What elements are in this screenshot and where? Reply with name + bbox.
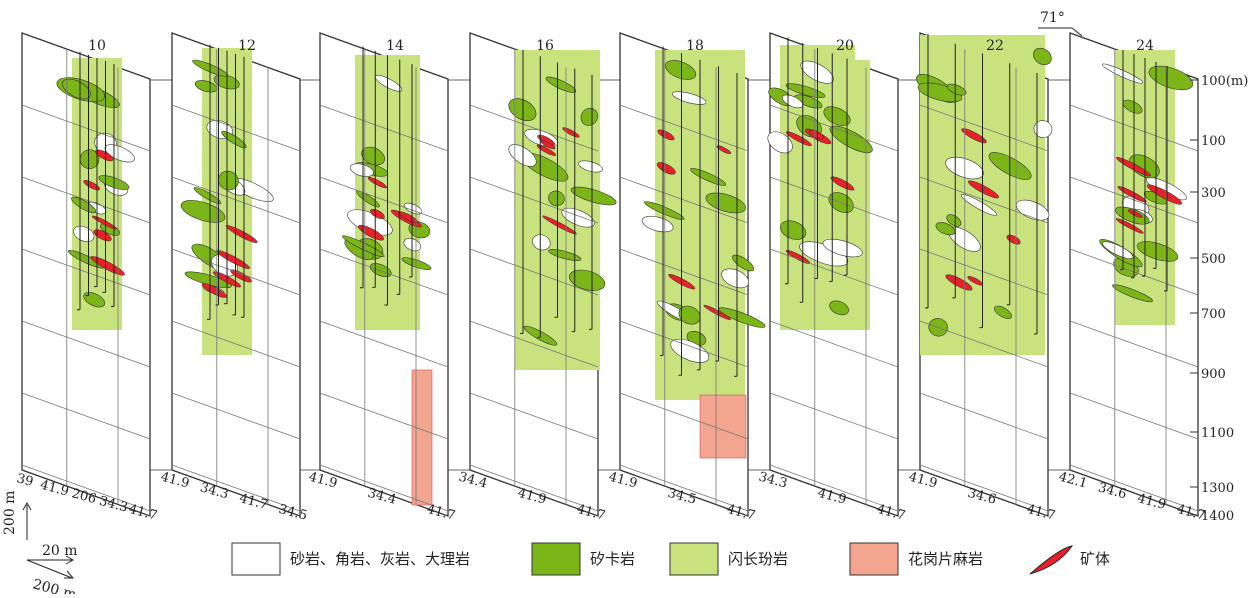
scale-vertical: 200 m — [2, 491, 18, 535]
section-label: 20 — [836, 38, 854, 54]
section-label: 14 — [386, 38, 404, 54]
legend: 砂岩、角岩、灰岩、大理岩 矽卡岩 闪长玢岩 花岗片麻岩 矿体 — [232, 543, 1110, 575]
legend-label: 矽卡岩 — [590, 550, 635, 568]
bottom-label: 41.7 — [575, 502, 607, 524]
bottom-label: 39 — [15, 471, 35, 490]
legend-swatch — [1030, 546, 1072, 574]
legend-swatch — [232, 543, 280, 575]
legend-swatch — [532, 543, 580, 575]
bottom-label: 41.7 — [725, 502, 757, 524]
fence-diagram: 71° 200 m 20 m 200 m 103941.920634.341.7… — [0, 0, 1259, 594]
orientation-label: 71° — [1040, 10, 1065, 26]
scale-depth: 200 m — [31, 576, 78, 594]
depth-label: 1300 — [1201, 481, 1234, 496]
section-label: 16 — [536, 38, 554, 54]
legend-swatch — [850, 543, 898, 575]
section-label: 18 — [686, 38, 704, 54]
depth-label: 100 — [1201, 134, 1226, 149]
section-panel: 1634.441.941.7 — [457, 33, 618, 524]
legend-swatch — [670, 543, 718, 575]
bottom-label: 41.7 — [1025, 502, 1057, 524]
bottom-label: 41.7 — [875, 502, 907, 524]
scale-bar — [23, 503, 73, 578]
legend-label: 闪长玢岩 — [728, 550, 788, 568]
depth-label: 700 — [1201, 307, 1226, 322]
bottom-label: 41.7 — [425, 502, 457, 524]
legend-label: 矿体 — [1080, 550, 1110, 568]
section-label: 12 — [238, 38, 256, 54]
granite-gneiss — [700, 395, 746, 458]
section-label: 10 — [88, 38, 106, 54]
bottom-label: 41.7 — [127, 502, 159, 524]
depth-label: 500 — [1201, 252, 1226, 267]
bottom-label: 34.5 — [277, 502, 309, 524]
depth-axis: 100(m) 100 300 500 700 900 1100 1300 1400 — [1190, 74, 1248, 524]
legend-label: 砂岩、角岩、灰岩、大理岩 — [290, 550, 470, 568]
section-panel: 2241.934.641.7 — [907, 33, 1057, 524]
depth-label: 900 — [1201, 367, 1226, 382]
section-label: 24 — [1136, 38, 1154, 54]
depth-label: 300 — [1201, 186, 1226, 201]
legend-label: 花岗片麻岩 — [908, 550, 983, 568]
scale-horizontal: 20 m — [42, 543, 78, 559]
depth-label: 1400 — [1201, 509, 1234, 524]
depth-label: 100(m) — [1201, 74, 1248, 89]
granite-gneiss — [412, 370, 432, 505]
depth-label: 1100 — [1201, 426, 1234, 441]
section-label: 22 — [986, 38, 1004, 54]
